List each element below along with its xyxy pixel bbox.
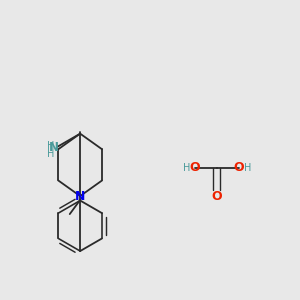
Text: O: O: [234, 161, 244, 174]
Text: O: O: [189, 161, 200, 174]
Text: H: H: [47, 141, 54, 151]
Text: O: O: [212, 190, 222, 203]
Text: N: N: [49, 140, 59, 154]
Text: H: H: [47, 149, 54, 160]
Text: H: H: [244, 163, 251, 172]
Text: N: N: [75, 190, 85, 202]
Text: H: H: [183, 163, 190, 172]
